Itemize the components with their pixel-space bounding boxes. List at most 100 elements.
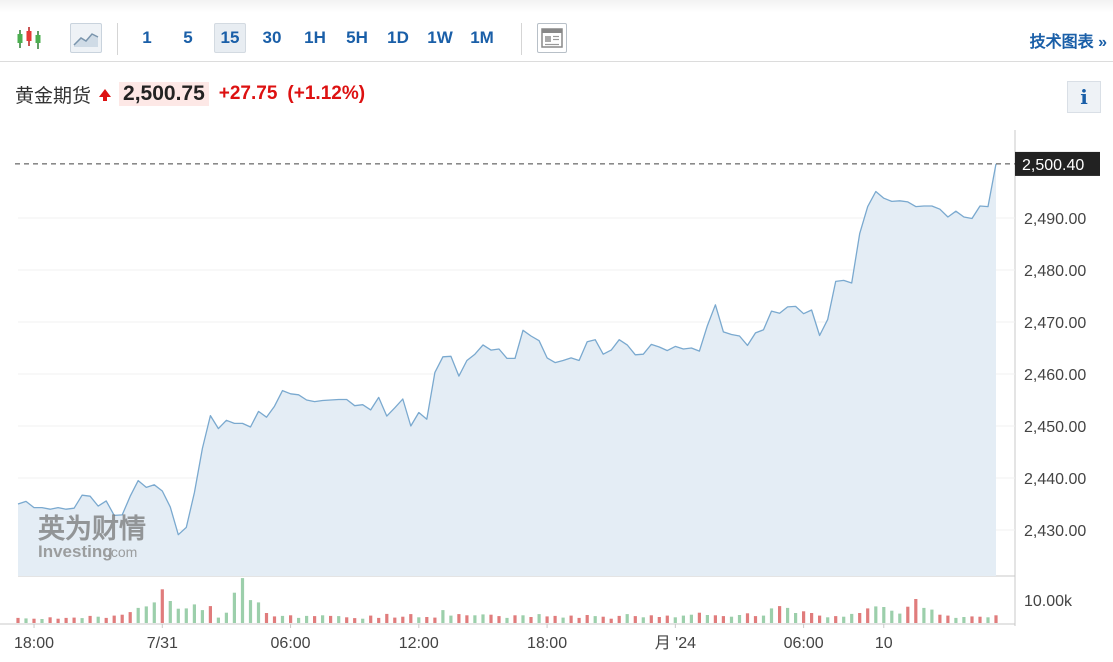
timeframe-30-button[interactable]: 30 bbox=[262, 28, 282, 47]
volume-bar bbox=[585, 615, 589, 623]
timeframe-1w-button[interactable]: 1W bbox=[427, 28, 453, 47]
volume-bar bbox=[810, 613, 814, 623]
toolbar-separator bbox=[521, 23, 522, 55]
volume-bar bbox=[120, 614, 124, 623]
volume-bar bbox=[737, 615, 742, 623]
volume-bar bbox=[705, 615, 709, 623]
volume-bar bbox=[946, 615, 950, 623]
volume-bar bbox=[240, 578, 245, 623]
volume-bar bbox=[232, 592, 236, 623]
volume-bar bbox=[721, 616, 725, 623]
y-tick-label: 2,460.00 bbox=[1024, 367, 1086, 384]
x-tick-label: 7/31 bbox=[147, 635, 178, 652]
toolbar-separator bbox=[117, 23, 118, 55]
volume-bar bbox=[553, 615, 557, 623]
volume-bar bbox=[465, 615, 469, 623]
volume-bar bbox=[361, 618, 365, 623]
volume-bar bbox=[280, 615, 285, 623]
volume-bar bbox=[489, 614, 493, 623]
volume-bar bbox=[850, 613, 854, 623]
volume-bar bbox=[673, 617, 677, 623]
x-tick-label: 18:00 bbox=[14, 635, 54, 652]
volume-bar bbox=[609, 618, 613, 623]
volume-bar bbox=[321, 615, 325, 623]
timeframe-1-button[interactable]: 1 bbox=[142, 28, 152, 47]
info-button[interactable]: i bbox=[1067, 81, 1101, 113]
volume-bar bbox=[441, 610, 445, 623]
volume-bar bbox=[112, 615, 116, 623]
volume-bar bbox=[353, 618, 357, 623]
volume-bar bbox=[681, 615, 685, 623]
volume-bar bbox=[834, 616, 838, 623]
volume-bar bbox=[689, 614, 693, 623]
timeframe-1h-button[interactable]: 1H bbox=[304, 28, 326, 47]
timeframe-1m-button[interactable]: 1M bbox=[470, 28, 494, 47]
volume-bar bbox=[449, 615, 453, 623]
volume-bar bbox=[64, 617, 68, 623]
volume-bar bbox=[842, 616, 846, 623]
news-icon[interactable] bbox=[537, 23, 567, 53]
volume-bar bbox=[329, 615, 333, 623]
area-chart-icon[interactable] bbox=[70, 23, 102, 53]
volume-bar bbox=[761, 615, 766, 623]
y-tick-label: 2,470.00 bbox=[1024, 315, 1086, 332]
volume-bar bbox=[256, 602, 261, 623]
volume-bar bbox=[248, 600, 253, 623]
volume-bar bbox=[385, 613, 389, 623]
volume-bar bbox=[16, 617, 20, 623]
volume-bar bbox=[168, 601, 172, 623]
x-tick-label: 06:00 bbox=[271, 635, 311, 652]
volume-bar bbox=[152, 602, 156, 623]
price-change-percent: (+1.12%) bbox=[287, 83, 366, 104]
price-change: +27.75 bbox=[218, 83, 278, 104]
technical-chart-link[interactable]: 技术图表 » bbox=[1029, 34, 1107, 51]
volume-bar bbox=[297, 617, 301, 623]
x-tick-label: 10 bbox=[875, 635, 893, 652]
volume-bar bbox=[144, 606, 148, 623]
volume-bar bbox=[938, 614, 942, 623]
volume-bar bbox=[890, 610, 894, 623]
volume-bar bbox=[393, 617, 397, 623]
top-shadow bbox=[0, 0, 1113, 13]
volume-bar bbox=[401, 616, 405, 623]
timeframe-5-button[interactable]: 5 bbox=[183, 28, 193, 47]
volume-bar bbox=[481, 614, 485, 623]
volume-bar bbox=[649, 615, 653, 623]
volume-bar bbox=[826, 617, 830, 623]
last-price-label: 2,500.40 bbox=[1022, 157, 1084, 174]
volume-bar bbox=[569, 615, 573, 623]
up-arrow-icon bbox=[99, 89, 112, 101]
volume-bar bbox=[345, 617, 349, 623]
timeframe-15-button[interactable]: 15 bbox=[213, 23, 247, 53]
volume-bar bbox=[433, 617, 437, 623]
volume-bar bbox=[641, 617, 645, 623]
x-tick-label: 月 '24 bbox=[655, 635, 696, 652]
volume-bar bbox=[994, 615, 998, 623]
volume-bar bbox=[577, 617, 581, 623]
volume-bar bbox=[729, 616, 734, 623]
volume-bar bbox=[561, 617, 565, 623]
volume-bar bbox=[377, 617, 381, 623]
volume-bar bbox=[794, 613, 798, 623]
y-tick-label: 2,440.00 bbox=[1024, 471, 1086, 488]
volume-bar bbox=[224, 612, 228, 623]
candlestick-icon[interactable] bbox=[14, 23, 46, 53]
volume-bar bbox=[272, 616, 277, 623]
volume-bar bbox=[537, 614, 541, 623]
volume-bar bbox=[617, 615, 621, 623]
timeframe-1d-button[interactable]: 1D bbox=[387, 28, 409, 47]
volume-bar bbox=[313, 616, 317, 623]
volume-bar bbox=[369, 615, 373, 623]
volume-bar bbox=[184, 608, 188, 623]
volume-bar bbox=[80, 618, 84, 623]
volume-bar bbox=[545, 616, 549, 623]
volume-bar bbox=[289, 615, 293, 623]
volume-bar bbox=[769, 608, 774, 623]
x-tick-label: 12:00 bbox=[399, 635, 439, 652]
y-tick-label: 2,430.00 bbox=[1024, 523, 1086, 540]
volume-bar bbox=[786, 607, 790, 623]
volume-bar bbox=[24, 618, 28, 623]
timeframe-5h-button[interactable]: 5H bbox=[346, 28, 368, 47]
volume-bar bbox=[657, 617, 661, 623]
